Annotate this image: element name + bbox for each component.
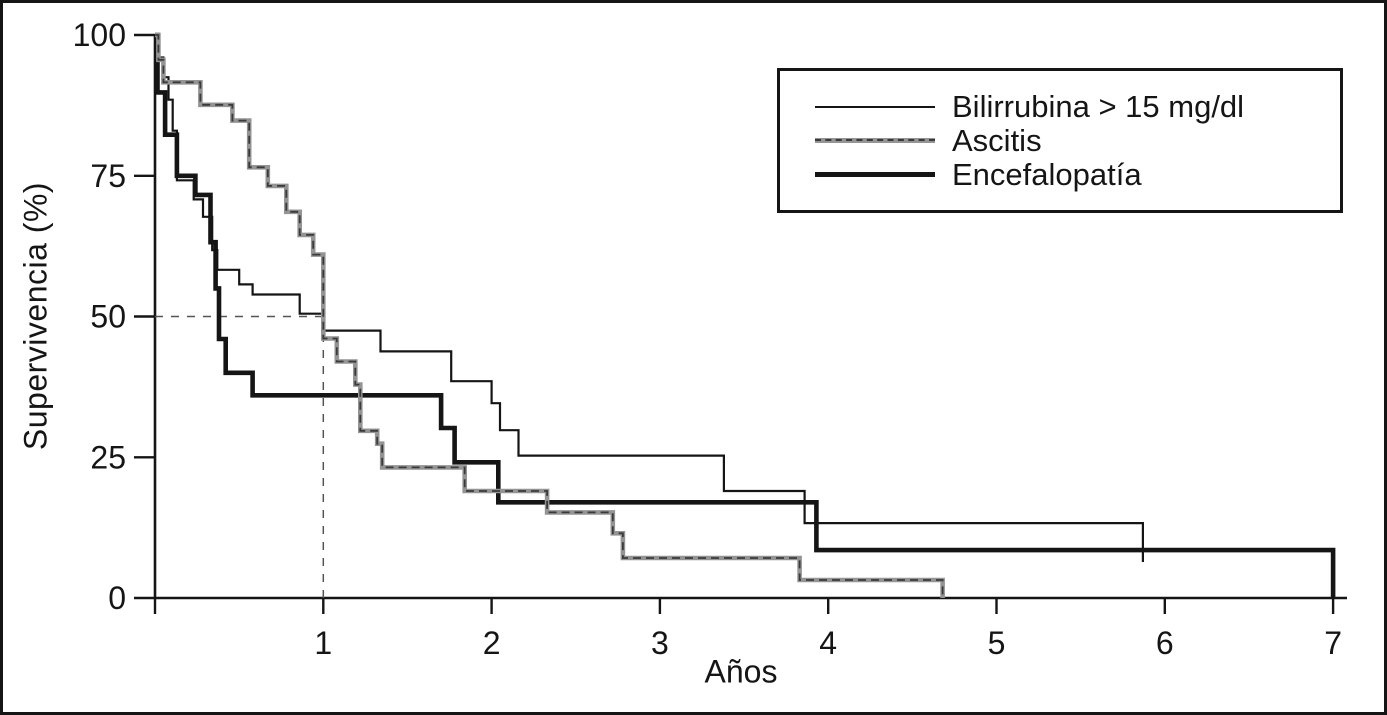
x-tick-label: 6 xyxy=(1156,625,1174,661)
x-tick-label: 4 xyxy=(819,625,837,661)
x-tick-label: 1 xyxy=(314,625,332,661)
series-bilirrubina-15-mg-dl-line xyxy=(155,33,1144,562)
legend-thick-line-swatch xyxy=(815,172,935,177)
y-tick-label: 100 xyxy=(73,17,126,53)
y-tick-label: 25 xyxy=(90,439,126,475)
x-axis-title: Años xyxy=(704,653,778,690)
legend: Bilirrubina > 15 mg/dl Ascitis Encefalop… xyxy=(777,68,1343,213)
y-tick-label: 75 xyxy=(90,158,126,194)
legend-item-bilirrubina: Bilirrubina > 15 mg/dl xyxy=(815,88,1340,124)
legend-thin-line-swatch xyxy=(815,105,935,108)
series-encefalopati-a-line xyxy=(155,32,1336,598)
legend-item-encefalopatia: Encefalopatía xyxy=(815,156,1340,192)
x-tick-label: 2 xyxy=(483,625,501,661)
legend-label-bilirrubina: Bilirrubina > 15 mg/dl xyxy=(952,88,1245,124)
x-tick-label: 3 xyxy=(651,625,669,661)
y-tick-label: 50 xyxy=(90,299,126,335)
x-tick-label: 5 xyxy=(988,625,1006,661)
y-axis-title: Supervivencia (%) xyxy=(17,181,54,451)
y-tick-label: 0 xyxy=(108,580,126,616)
series-ascitis-dash-overlay xyxy=(155,34,944,598)
legend-gray-dashed-line-swatch xyxy=(815,138,935,143)
legend-label-ascitis: Ascitis xyxy=(952,122,1042,158)
x-tick-label: 7 xyxy=(1324,625,1342,661)
legend-item-ascitis: Ascitis xyxy=(815,122,1340,158)
legend-label-encefalopatia: Encefalopatía xyxy=(952,156,1142,192)
